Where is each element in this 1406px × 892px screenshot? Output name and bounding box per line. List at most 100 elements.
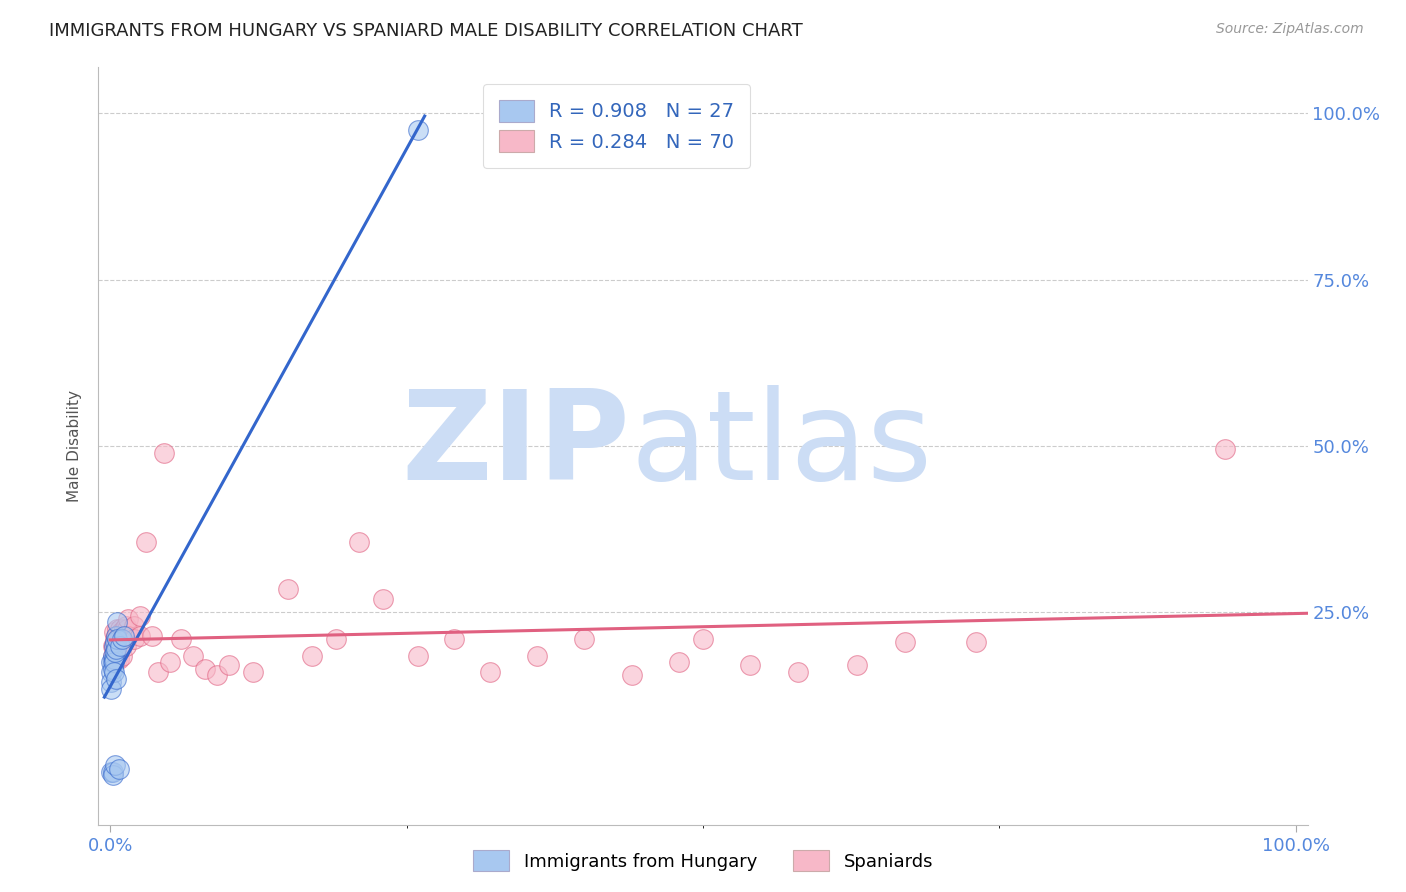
Point (104, 758, 127, 772)
Point (107, 641, 129, 656)
Point (101, 764, 124, 779)
Point (146, 665, 169, 680)
Point (443, 632, 465, 646)
Point (105, 648, 128, 663)
Point (620, 668, 643, 682)
Y-axis label: Male Disability: Male Disability (67, 390, 83, 502)
Point (108, 632, 131, 646)
Point (104, 635, 127, 649)
Point (104, 645, 127, 659)
Point (111, 639, 134, 653)
Point (101, 662, 124, 676)
Point (108, 622, 131, 636)
Point (114, 639, 136, 653)
Point (117, 628, 139, 642)
Point (135, 535, 157, 549)
Point (103, 665, 125, 680)
Point (101, 655, 124, 669)
Text: atlas: atlas (630, 385, 932, 507)
Point (105, 652, 128, 666)
Text: ZIP: ZIP (402, 385, 630, 507)
Point (526, 648, 548, 663)
Point (114, 628, 136, 642)
Point (122, 632, 145, 646)
Text: IMMIGRANTS FROM HUNGARY VS SPANIARD MALE DISABILITY CORRELATION CHART: IMMIGRANTS FROM HUNGARY VS SPANIARD MALE… (49, 22, 803, 40)
Point (105, 672, 128, 686)
Point (114, 618, 136, 632)
Point (170, 632, 193, 646)
Point (105, 632, 128, 646)
Point (104, 632, 127, 646)
Point (100, 764, 122, 779)
Point (108, 639, 131, 653)
Point (325, 632, 347, 646)
Point (104, 641, 127, 656)
Point (347, 535, 370, 549)
Point (668, 655, 690, 669)
Point (103, 639, 125, 653)
Point (103, 639, 125, 653)
Point (110, 635, 132, 649)
Point (1213, 442, 1236, 457)
Point (103, 652, 125, 666)
Point (105, 622, 128, 636)
Legend: Immigrants from Hungary, Spaniards: Immigrants from Hungary, Spaniards (465, 843, 941, 879)
Point (115, 628, 138, 642)
Point (107, 652, 129, 666)
Point (107, 632, 129, 646)
Point (101, 648, 124, 663)
Point (107, 762, 129, 776)
Point (100, 675, 122, 690)
Point (111, 628, 134, 642)
Point (205, 668, 228, 682)
Point (111, 632, 134, 646)
Point (110, 625, 132, 640)
Point (277, 582, 299, 596)
Point (101, 639, 124, 653)
Point (112, 635, 135, 649)
Point (141, 628, 163, 642)
Point (114, 628, 136, 642)
Legend: R = 0.908   N = 27, R = 0.284   N = 70: R = 0.908 N = 27, R = 0.284 N = 70 (484, 84, 749, 168)
Text: Source: ZipAtlas.com: Source: ZipAtlas.com (1216, 22, 1364, 37)
Point (129, 628, 152, 642)
Point (122, 618, 145, 632)
Point (181, 648, 204, 663)
Point (105, 641, 128, 656)
Point (103, 655, 125, 669)
Point (112, 625, 135, 640)
Point (574, 632, 596, 646)
Point (965, 635, 987, 649)
Point (105, 641, 128, 656)
Point (103, 625, 125, 640)
Point (100, 655, 122, 669)
Point (111, 648, 134, 663)
Point (692, 632, 714, 646)
Point (117, 612, 139, 626)
Point (103, 648, 125, 663)
Point (115, 622, 138, 636)
Point (408, 648, 430, 663)
Point (101, 768, 124, 782)
Point (786, 665, 808, 680)
Point (846, 658, 869, 673)
Point (100, 665, 122, 680)
Point (408, 123, 430, 137)
Point (152, 445, 174, 459)
Point (371, 591, 394, 606)
Point (108, 641, 131, 656)
Point (114, 622, 136, 636)
Point (301, 648, 323, 663)
Point (105, 628, 128, 642)
Point (218, 658, 240, 673)
Point (105, 615, 128, 630)
Point (100, 681, 122, 696)
Point (242, 665, 264, 680)
Point (159, 655, 181, 669)
Point (893, 635, 915, 649)
Point (129, 608, 152, 623)
Point (740, 658, 762, 673)
Point (105, 632, 128, 646)
Point (101, 648, 124, 663)
Point (105, 628, 128, 642)
